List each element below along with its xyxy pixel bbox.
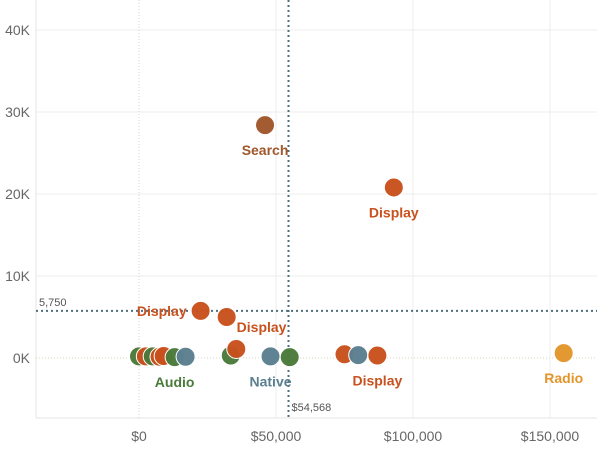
point-label-audio-4: Audio [155,374,195,390]
x-tick-label-1: $50,000 [251,428,302,444]
point-label-radio-7: Radio [544,370,583,386]
data-point-display-17 [383,177,404,198]
data-point-display-8 [216,307,237,327]
data-point-native-6 [175,346,196,367]
y-tick-label-0: 0K [13,350,31,366]
point-label-display-2: Display [137,303,187,319]
data-point-display-7 [190,300,211,321]
y-tick-label-2: 20K [5,186,31,202]
grid-layer [35,0,597,419]
data-point-radio-18 [553,343,574,364]
reference-label-x: $54,568 [292,402,332,414]
data-point-native-12 [260,346,281,367]
x-tick-label-3: $150,000 [521,428,580,444]
data-point-display-10 [226,338,247,359]
y-tick-label-4: 40K [5,22,31,38]
point-label-native-5: Native [250,373,292,389]
point-label-search-0: Search [242,142,289,158]
x-tick-label-2: $100,000 [384,428,443,444]
data-point-search-11 [255,115,276,136]
reference-label-y: 5,750 [39,297,67,309]
point-label-display-3: Display [237,319,287,335]
x-tick-label-0: $0 [131,428,147,444]
y-tick-label-1: 10K [5,268,31,284]
point-label-display-6: Display [352,373,402,389]
reference-lines: 5,750 $54,568 [36,0,597,418]
point-labels: Search Display Display Display Audio Native Di… [137,142,583,390]
data-point-audio-13 [279,347,300,368]
data-point-display-16 [367,345,388,366]
y-tick-label-3: 30K [5,104,31,120]
data-point-native-15 [348,345,369,366]
data-points [129,115,574,368]
point-label-display-1: Display [369,204,419,220]
axis-ticks: 0K 10K 20K 30K 40K $0 $50,000 $100,000 $150,000 [5,22,579,444]
